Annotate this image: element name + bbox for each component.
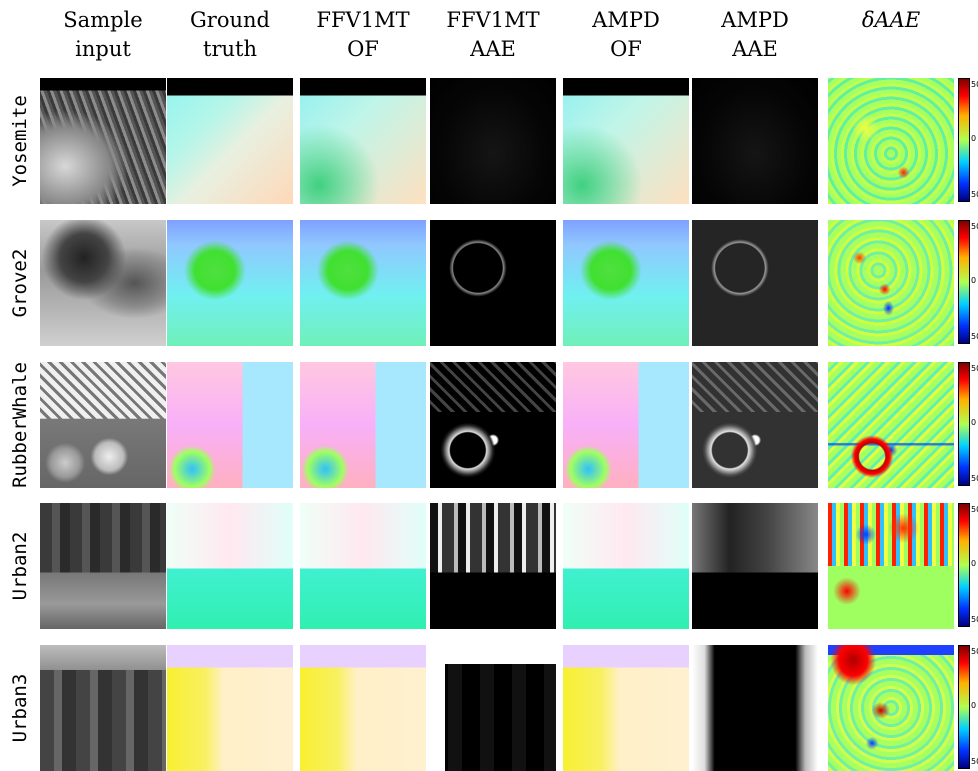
urban3-ffv1mt-aae — [430, 645, 556, 771]
yosemite-ffv1mt-aae — [430, 78, 556, 204]
urban3-sample-input — [40, 645, 166, 771]
colorbar-tick-mid: 0 — [971, 559, 977, 568]
rubberwhale-ground-truth — [167, 362, 293, 488]
grove2-colorbar — [958, 220, 970, 344]
yosemite-ffv1mt-of — [300, 78, 426, 204]
colorbar-tick-bottom: 50 — [971, 615, 978, 624]
urban3-ampd-aae — [692, 645, 818, 771]
urban2-ffv1mt-aae — [430, 503, 556, 629]
colorbar-tick-bottom: 50 — [971, 474, 978, 483]
row-label-yosemite: Yosemite — [9, 95, 31, 187]
rubberwhale-delta-aae — [828, 362, 954, 488]
colorbar-tick-bottom: 50 — [971, 757, 978, 766]
column-header-sample-input: Sample input — [63, 8, 143, 61]
grove2-sample-input — [40, 220, 166, 346]
yosemite-ampd-aae — [692, 78, 818, 204]
row-label-urban2: Urban2 — [9, 531, 31, 601]
urban3-ground-truth — [167, 645, 293, 771]
rubberwhale-ffv1mt-of — [300, 362, 426, 488]
urban2-ground-truth — [167, 503, 293, 629]
grove2-ffv1mt-of — [300, 220, 426, 346]
grove2-ground-truth — [167, 220, 293, 346]
urban3-delta-aae — [828, 645, 954, 771]
yosemite-ampd-of — [563, 78, 689, 204]
colorbar-tick-bottom: 50 — [971, 332, 978, 341]
colorbar-tick-top: 50 — [971, 364, 978, 373]
column-header-delta-aae: δAAE — [861, 8, 921, 32]
yosemite-sample-input — [40, 78, 166, 204]
colorbar-tick-mid: 0 — [971, 134, 977, 143]
urban2-delta-aae — [828, 503, 954, 629]
yosemite-ground-truth — [167, 78, 293, 204]
urban2-ffv1mt-of — [300, 503, 426, 629]
rubberwhale-ampd-aae — [692, 362, 818, 488]
grove2-ampd-aae — [692, 220, 818, 346]
urban2-colorbar — [958, 503, 970, 627]
rubberwhale-ampd-of — [563, 362, 689, 488]
colorbar-tick-top: 50 — [971, 222, 978, 231]
column-header-ffv1mt-aae: FFV1MT AAE — [446, 8, 540, 61]
urban2-ampd-aae — [692, 503, 818, 629]
colorbar-tick-top: 50 — [971, 80, 978, 89]
colorbar-tick-top: 50 — [971, 647, 978, 656]
column-header-ground-truth: Ground truth — [190, 8, 270, 61]
grove2-ffv1mt-aae — [430, 220, 556, 346]
rubberwhale-ffv1mt-aae — [430, 362, 556, 488]
colorbar-tick-bottom: 50 — [971, 190, 978, 199]
column-header-ampd-aae: AMPD AAE — [721, 8, 789, 61]
grove2-delta-aae — [828, 220, 954, 346]
colorbar-tick-mid: 0 — [971, 701, 977, 710]
colorbar-tick-mid: 0 — [971, 276, 977, 285]
column-header-ampd-of: AMPD OF — [592, 8, 660, 61]
urban3-colorbar — [958, 645, 970, 769]
row-label-rubberwhale: RubberWhale — [9, 362, 31, 488]
colorbar-tick-mid: 0 — [971, 418, 977, 427]
urban2-ampd-of — [563, 503, 689, 629]
urban3-ampd-of — [563, 645, 689, 771]
rubberwhale-sample-input — [40, 362, 166, 488]
urban3-ffv1mt-of — [300, 645, 426, 771]
column-header-ffv1mt-of: FFV1MT OF — [316, 8, 410, 61]
yosemite-colorbar — [958, 78, 970, 202]
yosemite-delta-aae — [828, 78, 954, 204]
row-label-grove2: Grove2 — [9, 248, 31, 318]
grove2-ampd-of — [563, 220, 689, 346]
row-label-urban3: Urban3 — [9, 673, 31, 743]
rubberwhale-colorbar — [958, 362, 970, 486]
urban2-sample-input — [40, 503, 166, 629]
colorbar-tick-top: 50 — [971, 505, 978, 514]
